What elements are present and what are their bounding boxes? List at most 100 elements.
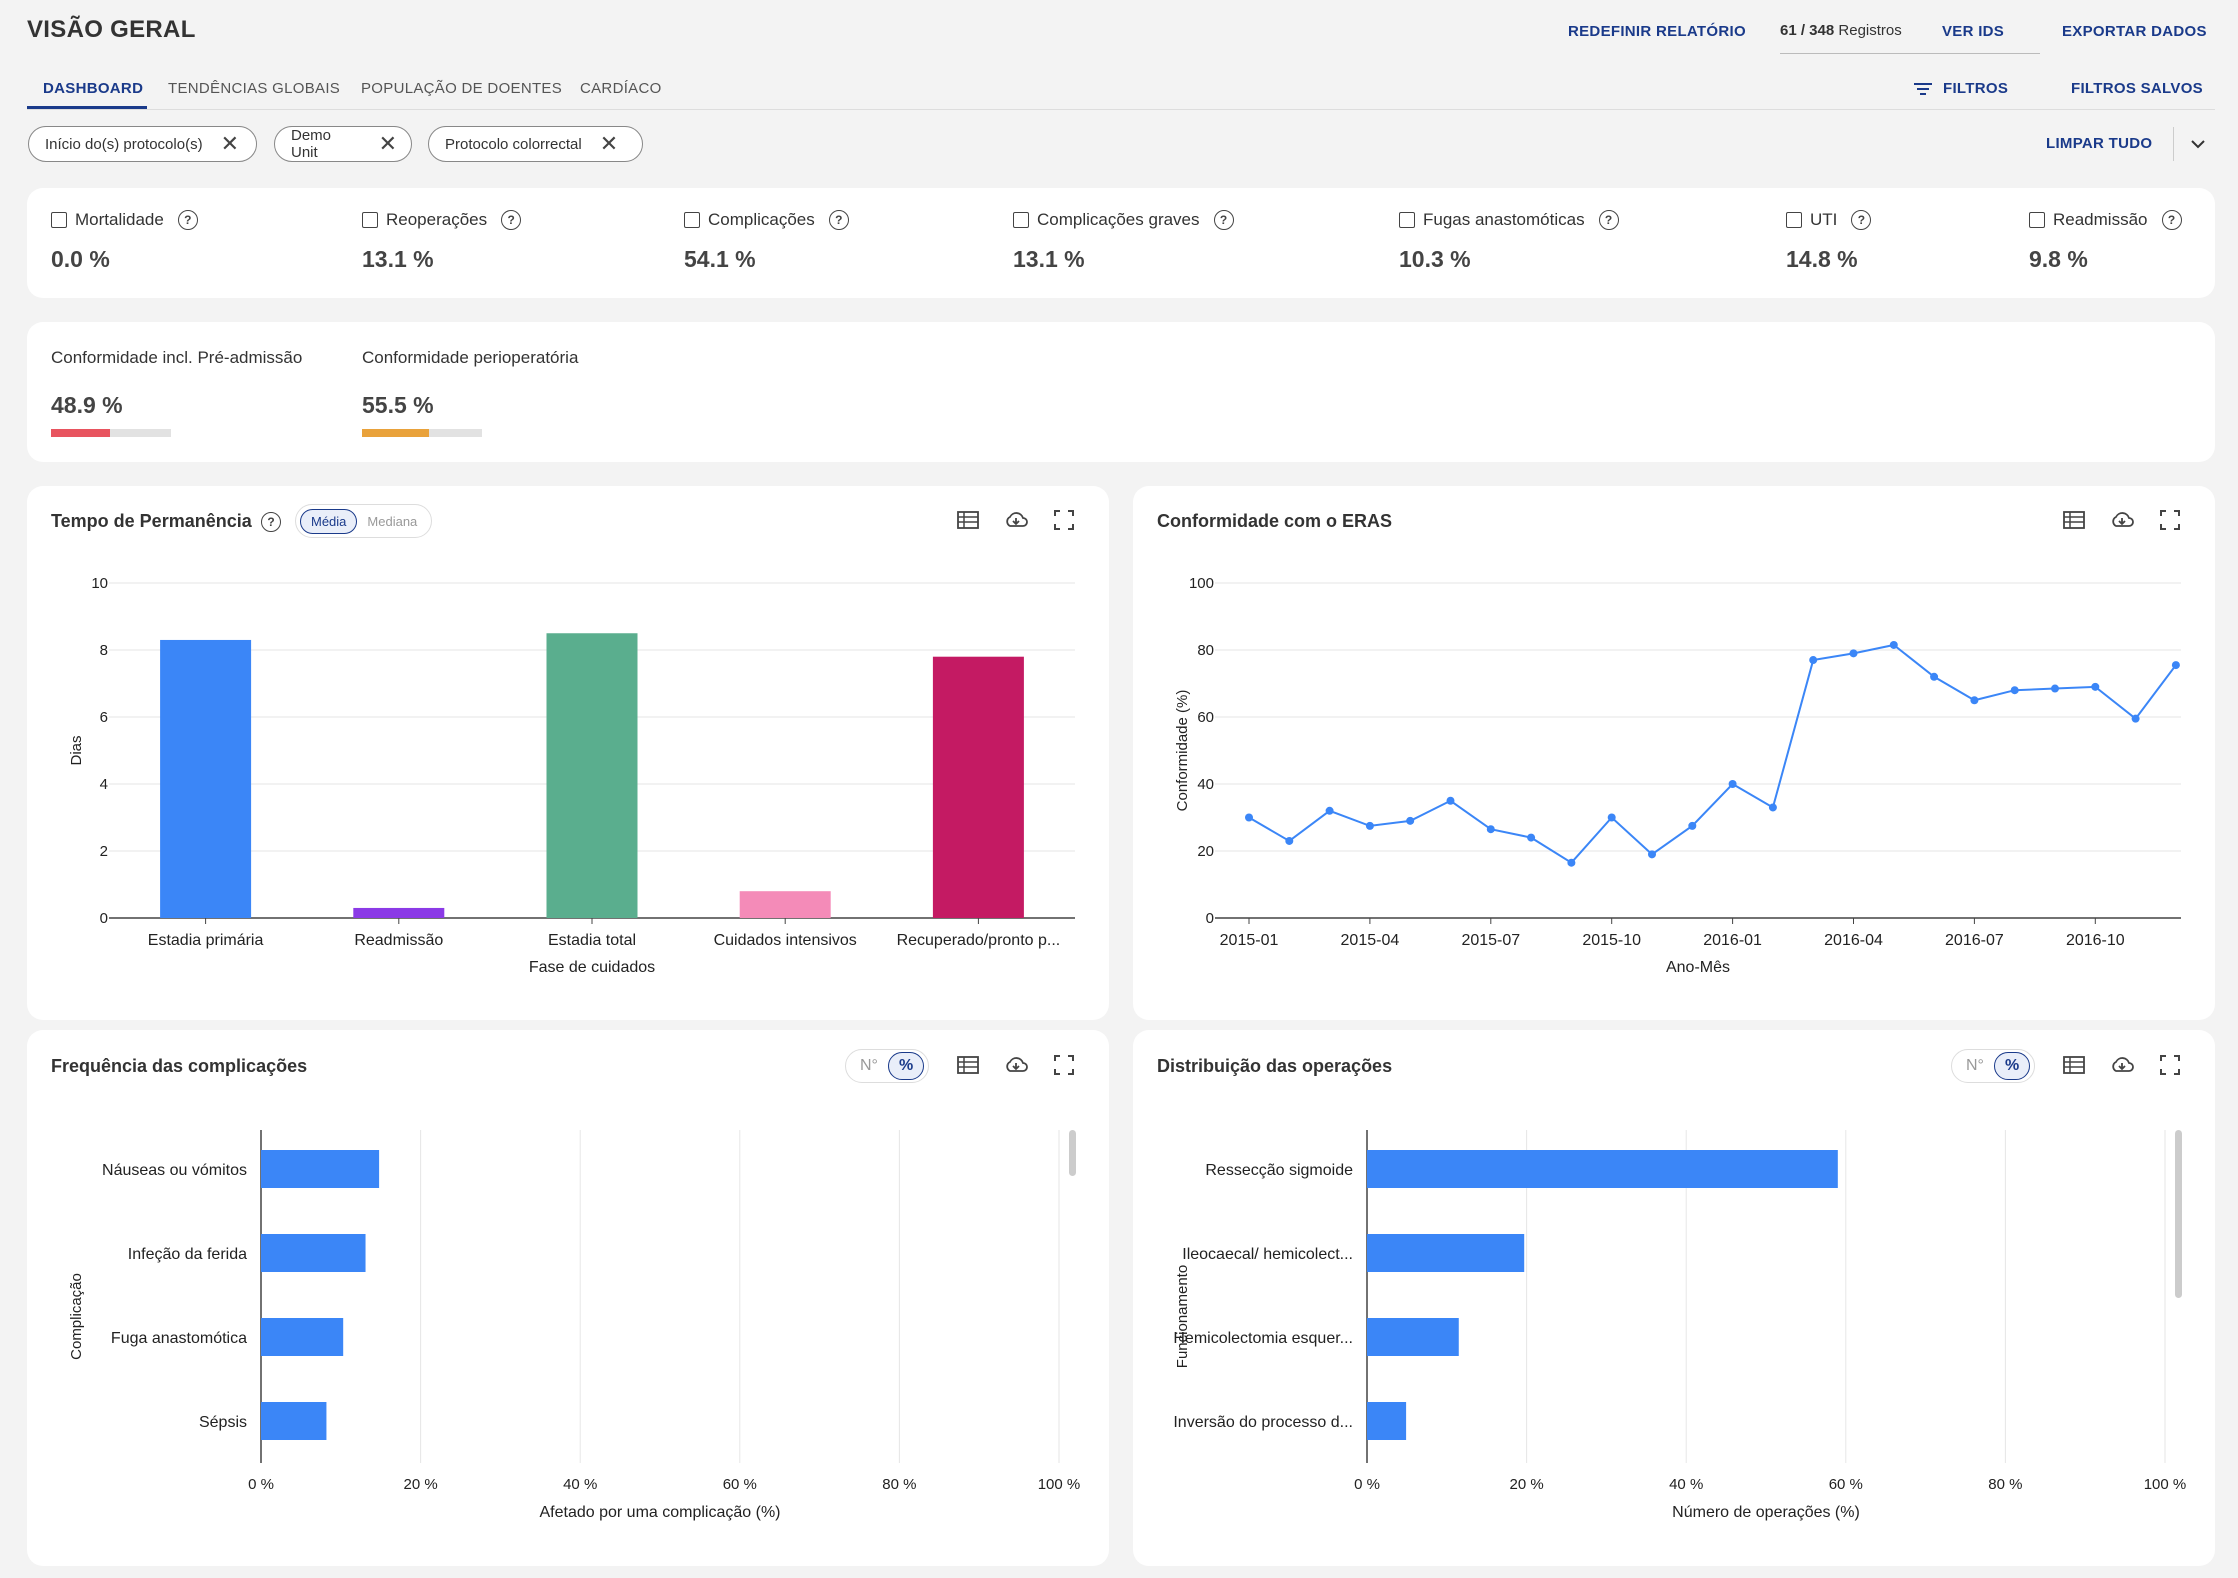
bar (261, 1318, 344, 1356)
scrollbar[interactable] (1069, 1130, 1076, 1176)
x-tick-label: 2015-04 (1341, 932, 1400, 949)
toolbar-divider (2173, 127, 2174, 161)
filter-chip-demo-unit: Demo Unit ✕ (274, 126, 412, 162)
cloud-download-icon[interactable] (1003, 507, 1029, 533)
y-axis-label: Complicação (68, 1273, 85, 1360)
close-icon[interactable]: ✕ (378, 131, 397, 156)
help-icon[interactable]: ? (177, 210, 198, 230)
kpi-card (27, 188, 2215, 298)
tab-global-trends[interactable]: TENDÊNCIAS GLOBAIS (168, 80, 341, 97)
kpi-checkbox[interactable] (51, 212, 67, 228)
x-tick-label: 60 % (1829, 1476, 1863, 1493)
kpi-checkbox[interactable] (362, 212, 378, 228)
y-axis-label: Funcionamento (1174, 1265, 1191, 1368)
filters-label: FILTROS (1943, 80, 2009, 97)
compliance-card (27, 322, 2215, 462)
bar (546, 633, 638, 918)
toggle-median[interactable]: Mediana (367, 513, 418, 529)
records-counter: 61 / 348 Registros (1780, 22, 2040, 54)
help-icon[interactable]: ? (501, 210, 522, 230)
close-icon[interactable]: ✕ (220, 131, 239, 156)
chevron-down-icon[interactable] (2187, 133, 2209, 160)
toggle-percent[interactable]: % (1993, 1052, 2031, 1080)
toggle-count[interactable]: N° (860, 1057, 878, 1074)
data-point (2091, 682, 2100, 691)
data-point (1567, 858, 1576, 867)
filters-button[interactable]: FILTROS (1913, 80, 2008, 97)
x-tick-label: 80 % (882, 1476, 916, 1493)
fullscreen-icon[interactable] (2157, 1052, 2183, 1078)
reset-report-button[interactable]: REDEFINIR RELATÓRIO (1568, 23, 1746, 40)
table-icon[interactable] (955, 1052, 981, 1078)
kpi-checkbox[interactable] (1399, 212, 1415, 228)
help-icon[interactable]: ? (828, 210, 849, 230)
table-icon[interactable] (2061, 1052, 2087, 1078)
data-point (1970, 696, 1979, 705)
data-point (1406, 816, 1415, 825)
kpi-checkbox[interactable] (2029, 212, 2045, 228)
kpi-checkbox[interactable] (684, 212, 700, 228)
y-tick-label: 20 (1197, 843, 1214, 860)
complications-panel: Frequência das complicações N° % 0 % 20 %… (27, 1030, 1109, 1566)
data-point (2051, 684, 2059, 693)
help-icon[interactable]: ? (1213, 210, 1234, 230)
x-axis-label: Afetado por uma complicação (%) (540, 1504, 781, 1521)
y-tick-label: 40 (1197, 776, 1214, 793)
clear-all-button[interactable]: LIMPAR TUDO (2046, 135, 2153, 152)
kpi-value: 14.8 % (1786, 246, 1858, 272)
kpi-checkbox[interactable] (1786, 212, 1802, 228)
y-tick-label: Hemicolectomia esquer... (1173, 1330, 1353, 1347)
data-point (2010, 686, 2019, 695)
saved-filters-button[interactable]: FILTROS SALVOS (2071, 80, 2203, 97)
view-ids-button[interactable]: VER IDS (1942, 23, 2005, 40)
compliance-label: Conformidade perioperatória (362, 348, 579, 367)
help-icon[interactable]: ? (2161, 210, 2182, 230)
tab-patient-population[interactable]: POPULAÇÃO DE DOENTES (361, 80, 563, 97)
y-tick-label: Fuga anastomótica (111, 1330, 247, 1347)
compliance-progress-fill (362, 429, 429, 437)
series-line (1248, 643, 2177, 865)
fullscreen-icon[interactable] (2157, 507, 2183, 533)
toggle-mean[interactable]: Média (300, 508, 358, 534)
cloud-download-icon[interactable] (2109, 1052, 2135, 1078)
export-data-button[interactable]: EXPORTAR DADOS (2062, 23, 2207, 40)
page-title: VISÃO GERAL (27, 16, 196, 43)
compliance-value: 48.9 % (51, 392, 123, 418)
tab-divider (27, 109, 2215, 110)
toggle-count[interactable]: N° (1966, 1057, 1984, 1074)
cloud-download-icon[interactable] (1003, 1052, 1029, 1078)
cloud-download-icon[interactable] (2109, 507, 2135, 533)
data-point (1809, 656, 1818, 665)
los-panel: Tempo de Permanência ? Média Mediana 0 2 4… (27, 486, 1109, 1020)
help-icon[interactable]: ? (1598, 210, 1619, 230)
kpi-value: 0.0 % (51, 246, 110, 272)
tab-cardiac[interactable]: CARDÍACO (580, 80, 662, 97)
data-point (1648, 850, 1656, 859)
bar (932, 656, 1024, 918)
scrollbar[interactable] (2175, 1130, 2182, 1298)
compliance-label: Conformidade incl. Pré-admissão (51, 348, 303, 367)
tab-dashboard[interactable]: DASHBOARD (43, 80, 144, 97)
table-icon[interactable] (2061, 507, 2087, 533)
y-tick-label: Infeção da ferida (128, 1246, 247, 1263)
help-icon[interactable]: ? (1851, 210, 1872, 230)
x-tick-label: 2015-10 (1582, 932, 1641, 949)
y-axis-label: Dias (68, 735, 85, 765)
data-point (1688, 821, 1697, 830)
kpi-checkbox[interactable] (1013, 212, 1029, 228)
data-point (1849, 649, 1858, 658)
y-tick-label: Náuseas ou vómitos (102, 1162, 247, 1179)
filter-chip-protocol-start: Início do(s) protocolo(s) ✕ (28, 126, 257, 162)
help-icon[interactable]: ? (261, 512, 281, 532)
table-icon[interactable] (955, 507, 981, 533)
toggle-percent[interactable]: % (887, 1052, 925, 1080)
kpi-label: Complicações graves (1037, 210, 1200, 229)
close-icon[interactable]: ✕ (599, 131, 619, 156)
filter-icon (1914, 82, 1932, 95)
x-tick-label: 100 % (1038, 1476, 1081, 1493)
y-axis-label: Conformidade (%) (1174, 690, 1191, 812)
fullscreen-icon[interactable] (1051, 507, 1077, 533)
data-point (1365, 821, 1374, 830)
fullscreen-icon[interactable] (1051, 1052, 1077, 1078)
active-tab-indicator (27, 106, 147, 109)
